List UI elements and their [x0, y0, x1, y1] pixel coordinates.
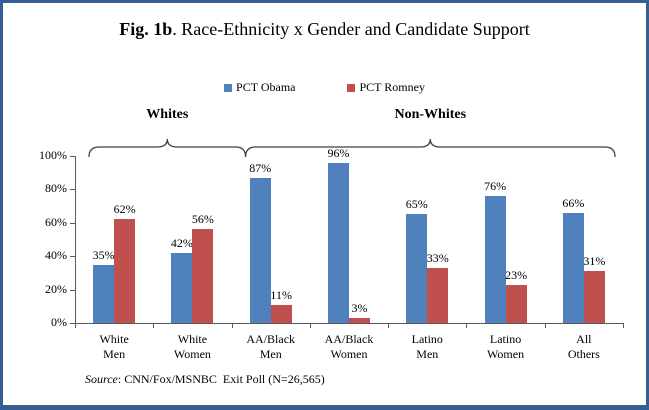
figure-title-text: . Race-Ethnicity x Gender and Candidate … [172, 19, 530, 39]
category-label: AA/Black Women [310, 332, 388, 362]
y-tick-mark [70, 323, 75, 324]
category-label-line: Women [487, 347, 525, 361]
y-tick-label: 100% [39, 148, 67, 162]
group-bracket [244, 138, 616, 158]
romney-legend-label: PCT Romney [359, 80, 425, 94]
group-bracket [88, 138, 247, 158]
legend-item-obama: PCT Obama [224, 80, 295, 95]
category-label-line: Latino [489, 332, 522, 346]
category-label-line: Men [259, 347, 282, 361]
romney-bar-0 [114, 219, 136, 323]
category-label-line: All [576, 332, 592, 346]
obama-legend-label: PCT Obama [236, 80, 296, 94]
obama-bar-6 [562, 212, 584, 323]
category-label: AA/Black Men [232, 332, 310, 362]
obama-bar-5 [484, 196, 506, 323]
figure-number: Fig. 1b [119, 19, 173, 39]
x-tick-mark [231, 323, 233, 328]
category-label: All Others [545, 332, 623, 362]
obama-bar-4 [406, 214, 428, 323]
data-label: 65% [405, 197, 428, 212]
data-label: 23% [505, 267, 528, 282]
x-tick-mark [75, 323, 76, 328]
data-label: 11% [270, 287, 292, 302]
group-label: Whites [146, 107, 189, 122]
data-label: 3% [351, 300, 368, 315]
category-label: Latino Women [466, 332, 544, 362]
obama-bar-0 [93, 264, 115, 323]
y-tick-label: 20% [45, 281, 67, 296]
source-prefix: Source [85, 372, 118, 386]
romney-bar-1 [192, 229, 214, 323]
y-tick-label: 40% [45, 248, 67, 263]
y-tick-label: 80% [45, 181, 67, 196]
category-label-line: White [99, 332, 129, 346]
obama-bar-3 [328, 162, 349, 323]
category-label-line: White [177, 332, 208, 346]
category-label-line: AA/Black [246, 332, 296, 346]
data-label: 31% [583, 254, 606, 269]
y-tick-mark [70, 189, 75, 191]
x-axis-line [75, 323, 623, 324]
x-tick-mark [623, 323, 624, 328]
data-label: 33% [426, 250, 449, 265]
x-tick-mark [466, 323, 468, 328]
group-brackets [88, 138, 616, 158]
y-tick-mark [70, 289, 75, 291]
data-label: 76% [484, 179, 507, 194]
romney-legend-swatch [347, 83, 356, 92]
x-tick-mark [388, 323, 390, 328]
y-tick-label: 0% [51, 315, 67, 329]
romney-bar-5 [505, 284, 527, 323]
legend-item-romney: PCT Romney [347, 80, 425, 95]
category-label-line: AA/Black [324, 332, 374, 346]
y-tick-mark [70, 156, 75, 157]
y-axis-line [75, 156, 76, 323]
data-label: 35% [92, 247, 115, 262]
y-tick-mark [70, 222, 75, 224]
category-label-line: Latino [411, 332, 443, 346]
category-label-line: Men [103, 347, 126, 361]
category-label: Latino Men [388, 332, 466, 362]
category-label-line: Men [416, 347, 439, 361]
figure-title: Fig. 1b. Race-Ethnicity x Gender and Can… [3, 19, 646, 40]
x-tick-mark [153, 323, 155, 328]
source-note: Source: CNN/Fox/MSNBC Exit Poll (N=26,56… [85, 372, 325, 387]
y-tick-label: 60% [45, 214, 67, 229]
romney-bar-4 [427, 267, 449, 323]
x-tick-mark [309, 323, 311, 328]
data-label: 42% [170, 235, 193, 250]
data-label: 87% [249, 160, 272, 175]
data-label: 62% [113, 202, 136, 217]
category-label-line: Others [567, 347, 600, 361]
category-label: White Women [153, 332, 231, 362]
data-label: 56% [191, 212, 214, 227]
category-label-line: Women [173, 347, 211, 361]
category-label: White Men [75, 332, 153, 362]
category-label-line: Women [330, 347, 368, 361]
x-tick-mark [544, 323, 546, 328]
obama-bar-2 [249, 177, 271, 323]
chart-legend: PCT Obama PCT Romney [3, 80, 646, 95]
romney-bar-2 [270, 304, 292, 323]
chart-area: 0% 20% 40% 60% 80% 100% 35% 62% White Men 42% 56% Wh… [3, 3, 646, 405]
source-text: : CNN/Fox/MSNBC Exit Poll (N=26,565) [117, 372, 325, 386]
group-label: Non-Whites [394, 107, 467, 122]
obama-bar-1 [171, 252, 193, 323]
data-label: 66% [562, 195, 585, 210]
romney-bar-3 [349, 317, 370, 323]
romney-bar-6 [583, 271, 605, 323]
obama-legend-swatch [224, 83, 233, 92]
data-label: 96% [327, 145, 350, 160]
y-tick-mark [70, 256, 75, 258]
